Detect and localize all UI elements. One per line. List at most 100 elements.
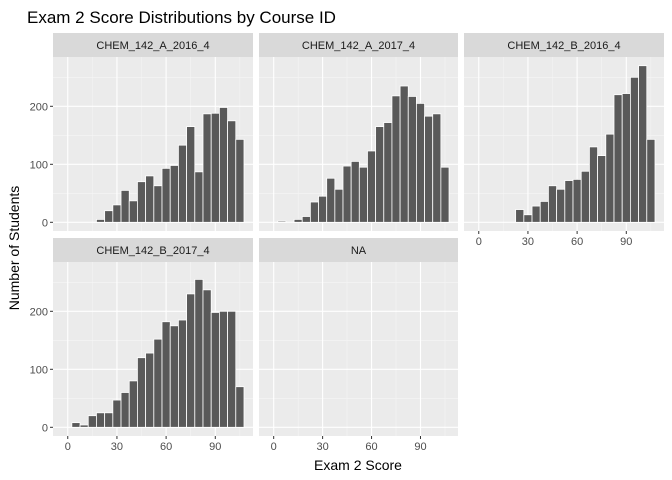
histogram-bar [523,214,533,223]
histogram-bar [350,160,360,223]
x-tick-label: 30 [522,236,534,248]
histogram-bar [87,415,97,428]
y-tick-label: 100 [30,159,48,171]
histogram-bar [375,126,385,223]
x-tick-label: 30 [316,441,328,453]
x-axis-title: Exam 2 Score [314,457,402,473]
x-tick-label: 90 [209,441,221,453]
histogram-bar [605,133,615,223]
histogram-bar [145,175,155,223]
histogram-bar [407,96,417,223]
histogram-bar [531,205,541,223]
facet-strip-label: CHEM_142_B_2016_4 [507,40,620,52]
histogram-bar [564,180,574,223]
histogram-bar [145,352,155,428]
x-tick-label: 90 [620,236,632,248]
histogram-bar [227,120,237,223]
histogram-bar [218,107,228,223]
histogram-bar [96,218,106,223]
histogram-bar [227,310,237,428]
histogram-bar [432,113,442,223]
histogram-bar [391,95,401,223]
histogram-bar [293,218,303,223]
x-tick-label: 60 [365,441,377,453]
histogram-bar [334,188,344,223]
histogram-bar [621,93,631,223]
histogram-bar [318,195,328,223]
histogram-bar [597,155,607,223]
histogram-bar [218,310,228,428]
facet-strip [259,33,458,57]
histogram-bar [112,399,122,428]
facet-panel: NA 0 30 60 90 [259,238,458,453]
histogram-bar [120,392,130,428]
chart-title: Exam 2 Score Distributions by Course ID [27,8,336,27]
facet-strip [259,238,458,262]
histogram-bar [96,412,106,428]
histogram-bar [646,138,656,223]
histogram-bar [202,289,212,428]
facet-panel: CHEM_142_A_2017_4 [259,33,458,231]
histogram-bar [79,424,89,428]
x-tick-label: 0 [476,236,482,248]
histogram-bar [235,138,245,223]
y-axis-title: Number of Students [6,186,22,311]
histogram-bar [128,380,138,428]
histogram-bar [580,170,590,223]
histogram-bar [194,278,204,428]
histogram-bar [638,65,648,223]
histogram-bar [301,216,311,223]
histogram-bar [202,113,212,223]
x-tick-label: 0 [271,441,277,453]
histogram-bar [235,386,245,428]
histogram-bar [424,115,434,223]
histogram-bar [169,165,179,223]
histogram-bar [178,144,188,223]
histogram-bar [153,185,163,223]
histogram-bar [137,181,147,223]
histogram-bar [613,94,623,223]
histogram-bar [210,112,220,223]
histogram-bar [137,357,147,428]
y-tick-label: 100 [30,364,48,376]
x-tick-label: 90 [414,441,426,453]
histogram-bar [383,122,393,223]
histogram-bar [161,167,171,223]
histogram-bar [178,319,188,428]
y-tick-label: 200 [30,101,48,113]
histogram-bar [153,338,163,428]
x-tick-label: 60 [160,441,172,453]
histogram-bar [161,321,171,428]
histogram-bar [589,146,599,223]
histogram-bar [186,126,196,223]
histogram-bar [104,210,114,223]
facet-strip [464,33,664,57]
facet-strip-label: CHEM_142_B_2017_4 [96,245,209,257]
histogram-bar [128,200,138,223]
facet-strip [53,33,253,57]
histogram-bar [169,325,179,428]
facet-strip [53,238,253,262]
histogram-bar [556,188,566,223]
histogram-bar [71,422,81,428]
histogram-bar [309,201,319,223]
histogram-bar [548,185,558,223]
histogram-bar [326,177,336,223]
histogram-bar [120,189,130,223]
histogram-bar [342,165,352,223]
x-tick-label: 0 [65,441,71,453]
histogram-bar [416,103,425,223]
facet-strip-label: CHEM_142_A_2016_4 [96,40,209,52]
y-tick-label: 0 [42,422,48,434]
facet-strip-label: NA [351,245,367,257]
x-tick-label: 60 [571,236,583,248]
facet-panel: CHEM_142_B_2017_4 0 30 60 90 0 100 200 [30,238,253,453]
y-tick-label: 0 [42,217,48,229]
histogram-bar [358,166,368,223]
facet-panels: CHEM_142_A_2016_4 0 100 200 CHEM_142_A_2017_… [30,33,664,453]
facet-panel: CHEM_142_B_2016_4 0 30 60 90 [464,33,664,248]
facet-strip-label: CHEM_142_A_2017_4 [302,40,415,52]
histogram-bar [539,201,549,223]
histogram-bar [194,171,204,223]
